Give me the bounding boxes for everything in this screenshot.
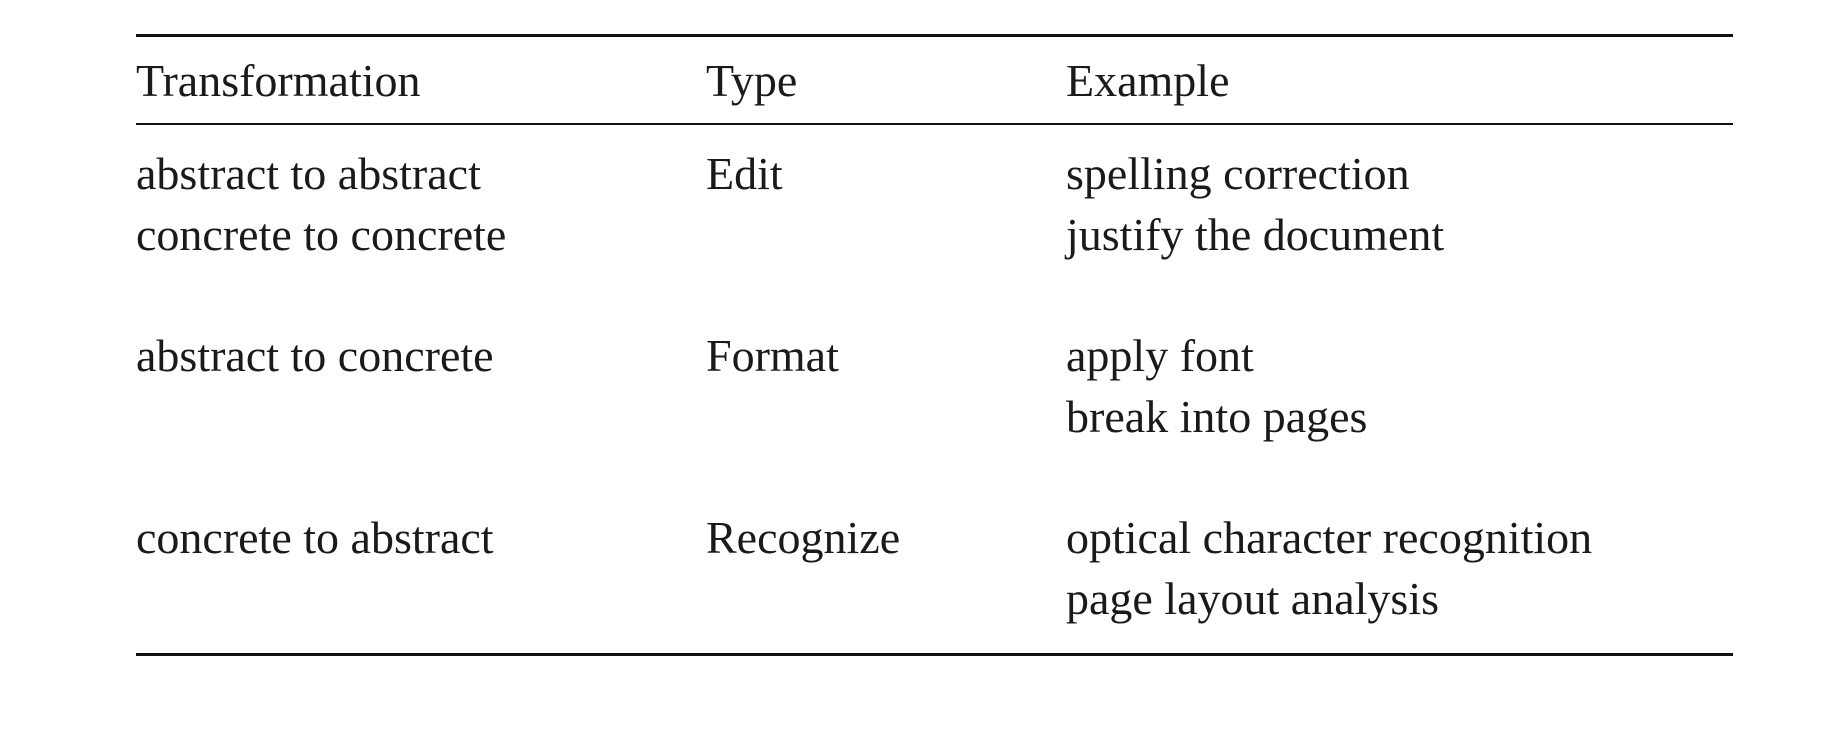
cell-type: Format <box>706 330 839 381</box>
cell-transformation: abstract to abstract concrete to concret… <box>136 143 706 265</box>
header-type: Type <box>706 54 798 106</box>
example-line: optical character recognition <box>1066 512 1593 563</box>
cell-type: Recognize <box>706 512 901 563</box>
table-row: abstract to abstract concrete to concret… <box>136 143 1733 265</box>
table-row: abstract to concrete Format apply font b… <box>136 325 1733 447</box>
header-transformation: Transformation <box>136 54 421 106</box>
table-row: concrete to abstract Recognize optical c… <box>136 507 1733 629</box>
example-line: spelling correction <box>1066 148 1410 199</box>
cell-example: apply font break into pages <box>1066 325 1733 447</box>
transformation-line: abstract to concrete <box>136 330 494 381</box>
table-top-rule <box>136 34 1733 37</box>
header-example: Example <box>1066 54 1230 106</box>
table-bottom-rule <box>136 653 1733 656</box>
example-line: break into pages <box>1066 391 1368 442</box>
cell-example: optical character recognition page layou… <box>1066 507 1733 629</box>
transformation-line: concrete to abstract <box>136 512 494 563</box>
example-line: apply font <box>1066 330 1254 381</box>
cell-type: Edit <box>706 148 783 199</box>
transformation-line: abstract to abstract <box>136 148 481 199</box>
cell-transformation: abstract to concrete <box>136 325 706 386</box>
table-header-rule <box>136 123 1733 125</box>
example-line: page layout analysis <box>1066 573 1440 624</box>
cell-example: spelling correction justify the document <box>1066 143 1733 265</box>
table-body: abstract to abstract concrete to concret… <box>136 125 1733 653</box>
table-header-row: Transformation Type Example <box>136 37 1733 123</box>
transformation-line: concrete to concrete <box>136 209 507 260</box>
cell-transformation: concrete to abstract <box>136 507 706 568</box>
example-line: justify the document <box>1066 209 1445 260</box>
transformation-table: Transformation Type Example abstract to … <box>136 34 1733 656</box>
